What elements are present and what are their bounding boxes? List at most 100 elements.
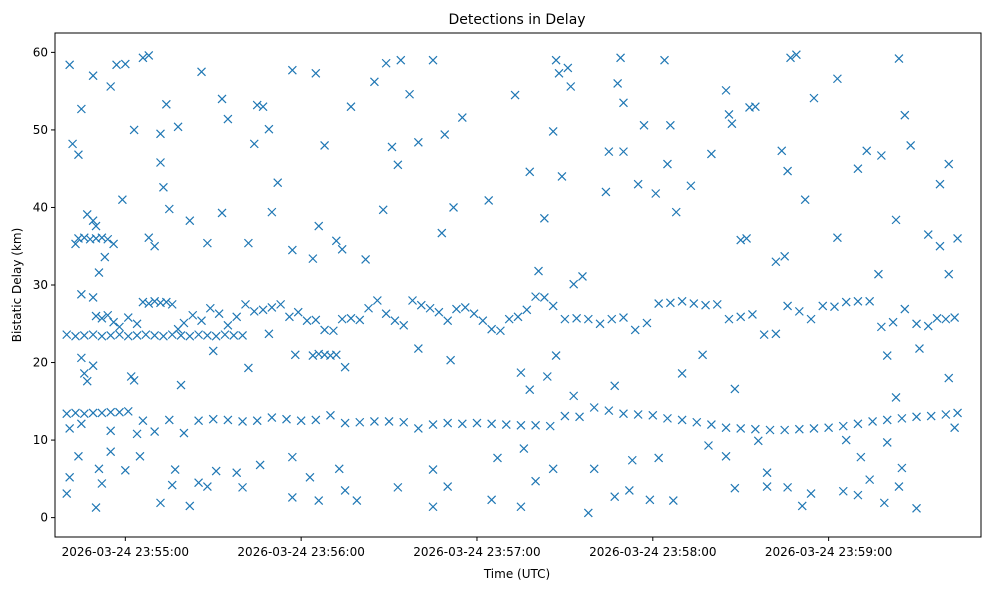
data-point <box>331 350 341 360</box>
data-point <box>285 312 294 322</box>
y-tick-label: 40 <box>33 200 48 214</box>
data-point <box>630 325 640 335</box>
data-point <box>223 114 233 124</box>
data-point <box>440 130 450 139</box>
data-point <box>97 233 107 243</box>
data-point <box>120 465 130 475</box>
data-point <box>65 424 75 433</box>
data-point <box>472 418 482 428</box>
data-point <box>156 498 165 508</box>
data-point <box>293 307 303 317</box>
data-point <box>202 482 212 492</box>
data-point <box>686 181 696 191</box>
y-axis-label: Bistatic Delay (km) <box>10 228 24 343</box>
data-point <box>416 300 426 310</box>
data-point <box>112 60 121 70</box>
data-point <box>62 409 72 419</box>
data-point <box>74 150 83 160</box>
data-point <box>654 299 664 309</box>
data-point <box>369 77 379 87</box>
data-point <box>495 326 505 336</box>
data-point <box>106 447 116 457</box>
data-point <box>326 410 335 420</box>
data-point <box>912 319 921 329</box>
data-point <box>150 296 160 306</box>
data-point <box>129 125 139 135</box>
data-point <box>569 391 579 401</box>
data-point <box>156 158 165 167</box>
data-point <box>551 55 561 65</box>
data-point <box>393 160 403 170</box>
data-point <box>665 120 675 130</box>
data-point <box>167 480 177 490</box>
data-point <box>91 221 101 231</box>
data-point <box>71 239 80 249</box>
data-point <box>660 55 669 65</box>
data-point <box>704 441 713 450</box>
data-point <box>132 330 142 340</box>
data-point <box>762 468 772 478</box>
data-point <box>897 413 907 423</box>
data-point <box>604 147 614 157</box>
data-point <box>109 239 119 249</box>
data-point <box>633 179 643 189</box>
data-point <box>425 303 435 313</box>
data-point <box>516 420 526 430</box>
data-point <box>824 423 834 433</box>
data-point <box>135 451 145 461</box>
data-point <box>944 373 954 383</box>
data-point <box>522 305 532 315</box>
data-point <box>460 303 470 312</box>
data-point <box>428 502 438 512</box>
data-point <box>331 236 341 246</box>
data-point <box>809 424 819 433</box>
data-point <box>194 330 204 340</box>
x-tick-label: 2026-03-24 23:58:00 <box>589 545 716 559</box>
data-point <box>941 314 951 324</box>
data-point <box>132 429 142 439</box>
data-point <box>76 104 86 114</box>
data-point <box>79 233 89 243</box>
data-point <box>229 330 239 340</box>
data-point <box>677 296 687 306</box>
data-point <box>830 302 839 312</box>
data-point <box>783 301 793 311</box>
data-point <box>97 331 107 341</box>
chart-title: Detections in Delay <box>448 12 585 28</box>
data-point <box>287 245 297 255</box>
data-point <box>308 351 318 360</box>
data-point <box>578 272 587 281</box>
data-point <box>633 410 643 419</box>
data-point <box>841 435 851 445</box>
data-point <box>539 292 549 302</box>
data-point <box>106 426 116 436</box>
data-point <box>123 313 133 322</box>
data-point <box>194 416 204 426</box>
data-point <box>276 299 286 309</box>
data-point <box>853 490 863 500</box>
data-point <box>103 310 113 320</box>
data-point <box>853 296 863 306</box>
data-point <box>748 310 757 319</box>
data-point <box>88 71 98 81</box>
data-point <box>205 303 215 313</box>
data-point <box>238 417 247 426</box>
data-point <box>202 238 212 248</box>
points-layer <box>62 50 962 518</box>
data-point <box>806 314 816 324</box>
data-point <box>68 139 78 149</box>
data-point <box>91 311 101 321</box>
data-point <box>915 344 924 354</box>
data-point <box>443 482 453 492</box>
data-point <box>575 412 584 422</box>
data-point <box>484 196 494 205</box>
data-point <box>220 330 230 340</box>
data-point <box>158 331 168 341</box>
data-point <box>173 122 183 132</box>
data-point <box>941 410 951 419</box>
data-point <box>106 330 116 340</box>
data-point <box>727 119 737 129</box>
data-point <box>138 53 148 63</box>
y-tick-label: 20 <box>33 356 48 370</box>
data-point <box>706 420 716 429</box>
